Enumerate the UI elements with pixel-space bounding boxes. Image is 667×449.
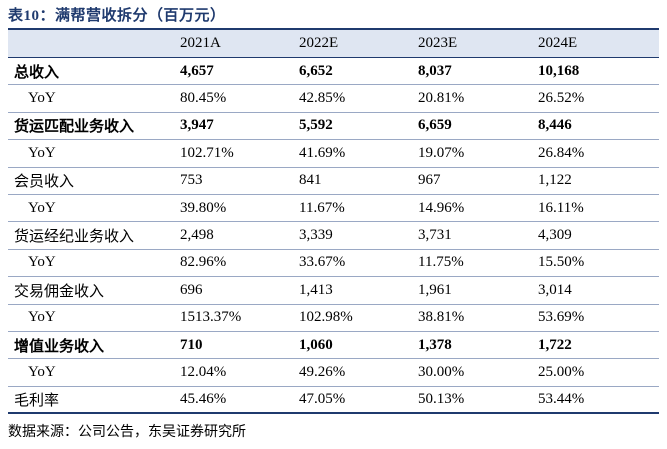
table-cell: 11.75% [418, 254, 464, 271]
table-cell: 14.96% [418, 199, 465, 216]
table-cell: 42.85% [299, 90, 346, 107]
table-cell: 3,339 [299, 227, 333, 244]
table-cell: 82.96% [180, 254, 227, 271]
row-label: YoY [28, 309, 56, 326]
table-cell: 47.05% [299, 390, 346, 407]
table-cell: 50.13% [418, 390, 465, 407]
header-cell: 2022E [299, 35, 339, 51]
table-cell: 8,037 [418, 62, 452, 79]
table-row: YoY 80.45% 42.85% 20.81% 26.52% [8, 85, 659, 113]
table-cell: 1,413 [299, 281, 333, 298]
table-cell: 841 [299, 172, 322, 189]
table-cell: 8,446 [538, 117, 572, 134]
table-row: 货运经纪业务收入 2,498 3,339 3,731 4,309 [8, 222, 659, 250]
header-cell: 2021A [180, 35, 221, 51]
table-cell: 6,652 [299, 62, 333, 79]
row-label: 增值业务收入 [14, 338, 105, 355]
table-cell: 6,659 [418, 117, 452, 134]
table-row: 货运匹配业务收入 3,947 5,592 6,659 8,446 [8, 113, 659, 141]
table-cell: 39.80% [180, 199, 227, 216]
table-row: 增值业务收入 710 1,060 1,378 1,722 [8, 332, 659, 360]
row-label: 交易佣金收入 [14, 283, 105, 300]
table-cell: 20.81% [418, 90, 465, 107]
table-cell: 45.46% [180, 390, 227, 407]
table-cell: 3,014 [538, 281, 572, 298]
row-label: 总收入 [14, 64, 60, 81]
table-cell: 16.11% [538, 199, 584, 216]
row-label: 货运匹配业务收入 [14, 119, 135, 136]
row-label: 会员收入 [14, 174, 75, 191]
table-cell: 2,498 [180, 227, 214, 244]
table-cell: 753 [180, 172, 203, 189]
table-cell: 11.67% [299, 199, 345, 216]
table-cell: 710 [180, 336, 203, 353]
row-label: YoY [28, 254, 56, 271]
header-cell: 2024E [538, 35, 578, 51]
table-cell: 4,309 [538, 227, 572, 244]
table-cell: 30.00% [418, 363, 465, 380]
source-note: 数据来源：公司公告，东吴证券研究所 [8, 425, 246, 440]
table-title: 表10：满帮营收拆分（百万元） [8, 8, 226, 24]
row-label: YoY [28, 144, 56, 161]
row-label: YoY [28, 363, 56, 380]
row-label: 毛利率 [14, 392, 60, 409]
table-cell: 1,122 [538, 172, 572, 189]
table-cell: 19.07% [418, 144, 465, 161]
table-cell: 25.00% [538, 363, 585, 380]
table-cell: 12.04% [180, 363, 227, 380]
table-cell: 1,961 [418, 281, 452, 298]
table-cell: 3,731 [418, 227, 452, 244]
table-body: 总收入 4,657 6,652 8,037 10,168 YoY 80.45% 42.85% 2… [8, 58, 659, 415]
table-cell: 1,378 [418, 336, 452, 353]
table-row: YoY 39.80% 11.67% 14.96% 16.11% [8, 195, 659, 223]
table-cell: 26.52% [538, 90, 585, 107]
table-row: YoY 12.04% 49.26% 30.00% 25.00% [8, 359, 659, 387]
header-cell: 2023E [418, 35, 458, 51]
row-label: YoY [28, 199, 56, 216]
table-row: 交易佣金收入 696 1,413 1,961 3,014 [8, 277, 659, 305]
table-row: 会员收入 753 841 967 1,122 [8, 168, 659, 195]
table-cell: 5,592 [299, 117, 333, 134]
table-cell: 80.45% [180, 90, 227, 107]
table-cell: 3,947 [180, 117, 214, 134]
table-row: YoY 1513.37% 102.98% 38.81% 53.69% [8, 305, 659, 332]
table-row: 毛利率 45.46% 47.05% 50.13% 53.44% [8, 387, 659, 415]
row-label: YoY [28, 90, 56, 107]
table-cell: 4,657 [180, 62, 214, 79]
table-row: YoY 102.71% 41.69% 19.07% 26.84% [8, 140, 659, 168]
table-cell: 41.69% [299, 144, 346, 161]
table-cell: 102.98% [299, 309, 353, 326]
table-cell: 967 [418, 172, 441, 189]
table-cell: 696 [180, 281, 203, 298]
table-cell: 49.26% [299, 363, 346, 380]
table-cell: 33.67% [299, 254, 346, 271]
table-row: YoY 82.96% 33.67% 11.75% 15.50% [8, 250, 659, 278]
table-cell: 26.84% [538, 144, 585, 161]
table-cell: 53.69% [538, 309, 585, 326]
table-cell: 1,060 [299, 336, 333, 353]
table-cell: 10,168 [538, 62, 580, 79]
table-cell: 1,722 [538, 336, 572, 353]
table-header: 2021A 2022E 2023E 2024E [8, 28, 659, 58]
revenue-table: 2021A 2022E 2023E 2024E 总收入 4,657 6,652 8,0… [8, 28, 659, 415]
table-cell: 15.50% [538, 254, 585, 271]
table-cell: 53.44% [538, 390, 585, 407]
table-row: 总收入 4,657 6,652 8,037 10,168 [8, 58, 659, 86]
table-cell: 38.81% [418, 309, 465, 326]
table-cell: 1513.37% [180, 309, 242, 326]
row-label: 货运经纪业务收入 [14, 229, 135, 246]
table-cell: 102.71% [180, 144, 234, 161]
